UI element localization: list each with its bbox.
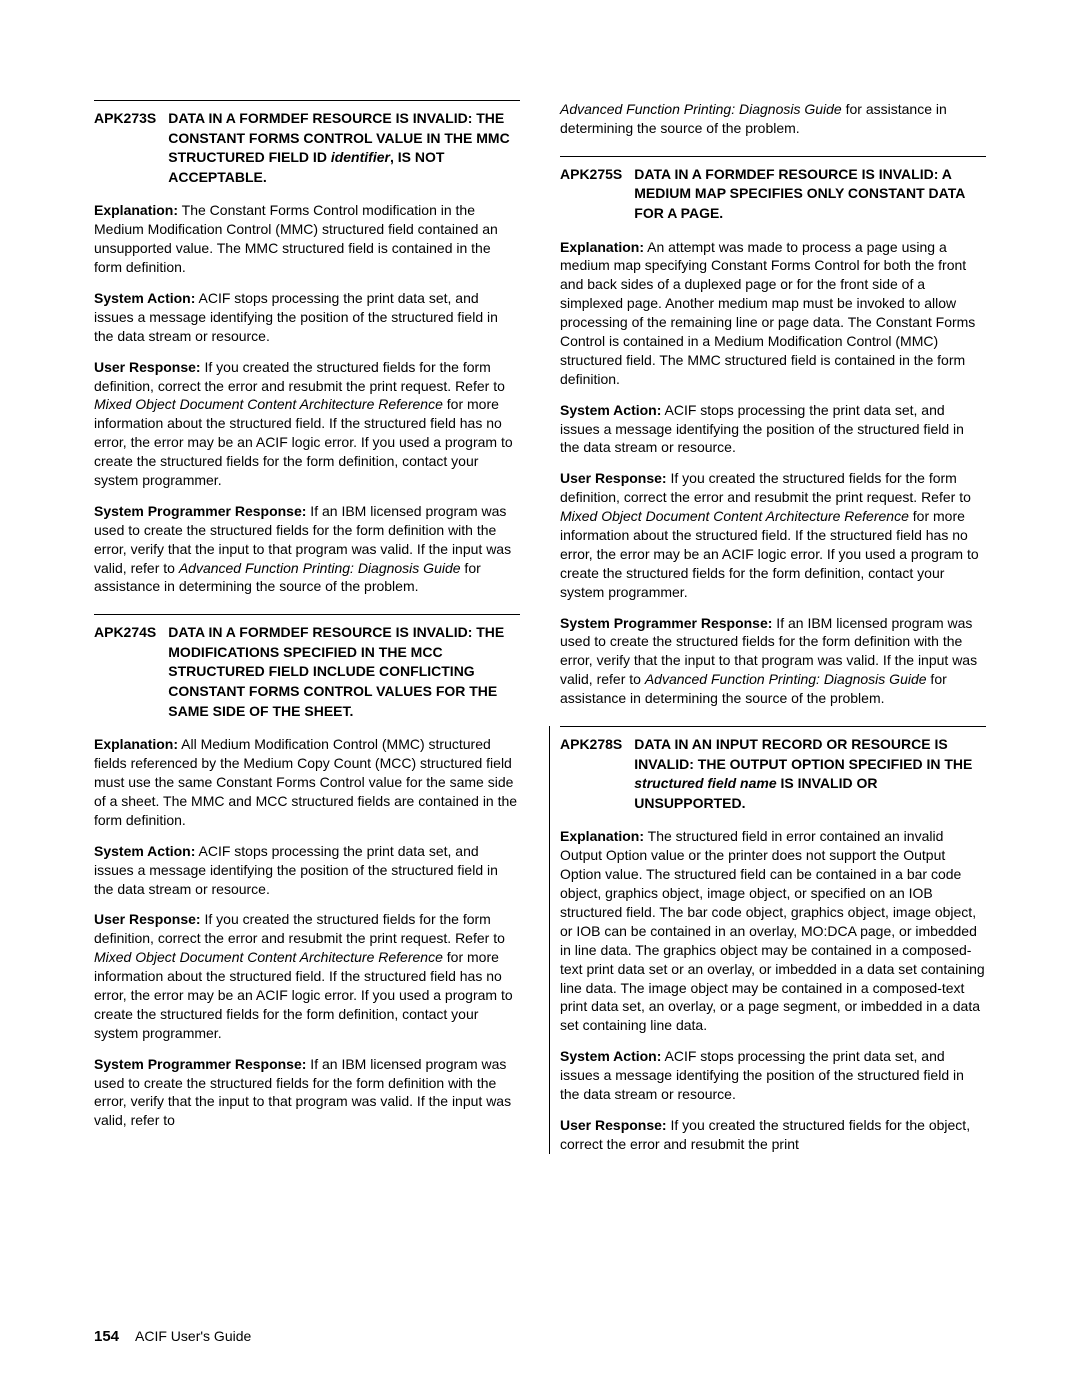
sys-prog-label: System Programmer Response:: [94, 503, 306, 519]
page-number: 154: [94, 1328, 119, 1345]
explanation-label: Explanation:: [560, 239, 644, 255]
explanation-label: Explanation:: [560, 828, 644, 844]
system-action-section: System Action: ACIF stops processing the…: [560, 401, 986, 458]
sys-prog-section: System Programmer Response: If an IBM li…: [94, 502, 520, 596]
page: APK273S DATA IN A FORMDEF RESOURCE IS IN…: [0, 0, 1080, 1397]
column-right: Advanced Function Printing: Diagnosis Gu…: [560, 100, 986, 1172]
title-italic: structured field name: [634, 775, 776, 791]
footer-title: ACIF User's Guide: [135, 1328, 251, 1344]
msg-title: DATA IN AN INPUT RECORD OR RESOURCE IS I…: [634, 735, 986, 813]
user-response-label: User Response:: [94, 911, 201, 927]
msg-code: APK273S: [94, 109, 156, 187]
explanation-text: The structured field in error contained …: [560, 828, 985, 1033]
msg-code: APK278S: [560, 735, 622, 813]
sys-prog-section: System Programmer Response: If an IBM li…: [94, 1055, 520, 1131]
system-action-label: System Action:: [560, 1048, 661, 1064]
sys-prog-italic: Advanced Function Printing: Diagnosis Gu…: [645, 671, 927, 687]
user-response-section: User Response: If you created the struct…: [94, 910, 520, 1042]
user-response-italic: Mixed Object Document Content Architectu…: [94, 396, 443, 412]
explanation-text: An attempt was made to process a page us…: [560, 239, 975, 387]
sys-prog-section: System Programmer Response: If an IBM li…: [560, 614, 986, 708]
message-apk273s: APK273S DATA IN A FORMDEF RESOURCE IS IN…: [94, 100, 520, 596]
explanation-label: Explanation:: [94, 736, 178, 752]
message-header: APK274S DATA IN A FORMDEF RESOURCE IS IN…: [94, 614, 520, 721]
system-action-section: System Action: ACIF stops processing the…: [560, 1047, 986, 1104]
msg-title: DATA IN A FORMDEF RESOURCE IS INVALID: T…: [168, 623, 520, 721]
message-apk275s: APK275S DATA IN A FORMDEF RESOURCE IS IN…: [560, 156, 986, 708]
sys-prog-label: System Programmer Response:: [94, 1056, 306, 1072]
explanation-section: Explanation: The Constant Forms Control …: [94, 201, 520, 277]
msg-code: APK275S: [560, 165, 622, 224]
explanation-section: Explanation: The structured field in err…: [560, 827, 986, 1035]
message-header: APK275S DATA IN A FORMDEF RESOURCE IS IN…: [560, 156, 986, 224]
system-action-label: System Action:: [560, 402, 661, 418]
msg-title: DATA IN A FORMDEF RESOURCE IS INVALID: A…: [634, 165, 986, 224]
system-action-label: System Action:: [94, 843, 195, 859]
system-action-section: System Action: ACIF stops processing the…: [94, 842, 520, 899]
title-italic: identifier: [331, 149, 390, 165]
user-response-section: User Response: If you created the struct…: [560, 469, 986, 601]
columns: APK273S DATA IN A FORMDEF RESOURCE IS IN…: [94, 100, 986, 1172]
continued-italic: Advanced Function Printing: Diagnosis Gu…: [560, 101, 842, 117]
message-apk274s: APK274S DATA IN A FORMDEF RESOURCE IS IN…: [94, 614, 520, 1130]
user-response-section: User Response: If you created the struct…: [94, 358, 520, 490]
msg-code: APK274S: [94, 623, 156, 721]
column-left: APK273S DATA IN A FORMDEF RESOURCE IS IN…: [94, 100, 520, 1172]
user-response-label: User Response:: [94, 359, 201, 375]
message-apk278s: APK278S DATA IN AN INPUT RECORD OR RESOU…: [549, 726, 986, 1154]
explanation-section: Explanation: All Medium Modification Con…: [94, 735, 520, 829]
explanation-label: Explanation:: [94, 202, 178, 218]
sys-prog-label: System Programmer Response:: [560, 615, 772, 631]
message-header: APK278S DATA IN AN INPUT RECORD OR RESOU…: [560, 726, 986, 813]
system-action-section: System Action: ACIF stops processing the…: [94, 289, 520, 346]
sys-prog-italic: Advanced Function Printing: Diagnosis Gu…: [179, 560, 461, 576]
continued-text: Advanced Function Printing: Diagnosis Gu…: [560, 100, 986, 138]
user-response-italic: Mixed Object Document Content Architectu…: [560, 508, 909, 524]
user-response-label: User Response:: [560, 1117, 667, 1133]
msg-title: DATA IN A FORMDEF RESOURCE IS INVALID: T…: [168, 109, 520, 187]
footer: 154 ACIF User's Guide: [94, 1327, 251, 1347]
user-response-section: User Response: If you created the struct…: [560, 1116, 986, 1154]
explanation-section: Explanation: An attempt was made to proc…: [560, 238, 986, 389]
system-action-label: System Action:: [94, 290, 195, 306]
user-response-label: User Response:: [560, 470, 667, 486]
user-response-italic: Mixed Object Document Content Architectu…: [94, 949, 443, 965]
title-pre: DATA IN AN INPUT RECORD OR RESOURCE IS I…: [634, 736, 972, 772]
message-header: APK273S DATA IN A FORMDEF RESOURCE IS IN…: [94, 100, 520, 187]
